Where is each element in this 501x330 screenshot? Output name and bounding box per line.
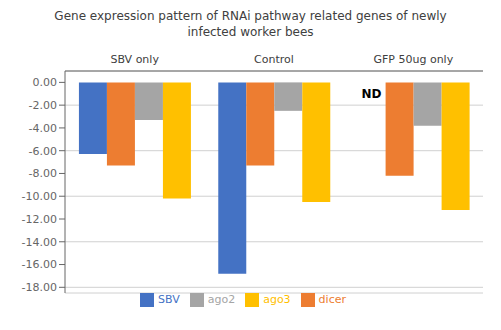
html-text:ago2: ago2	[207, 293, 236, 306]
svg-text:-10.00: -10.00	[22, 190, 57, 203]
svg-text:-12.00: -12.00	[22, 213, 57, 226]
svg-text:-18.00: -18.00	[22, 281, 57, 294]
html-text:ago3: ago3	[263, 293, 291, 306]
svg-text:-4.00: -4.00	[29, 122, 57, 135]
html-text:Gene expression pattern of RNA: Gene expression pattern of RNAi pathway …	[54, 9, 447, 39]
svg-text:Control: Control	[254, 53, 294, 66]
svg-text:-16.00: -16.00	[22, 258, 57, 271]
svg-text:0.00: 0.00	[33, 76, 58, 89]
svg-text:GFP 50ug only: GFP 50ug only	[373, 53, 453, 66]
html-text:dicer: dicer	[318, 293, 346, 306]
svg-text:-2.00: -2.00	[29, 99, 57, 112]
svg-text:-14.00: -14.00	[22, 236, 57, 249]
html-text:SBV: SBV	[158, 293, 180, 306]
svg-text:ND: ND	[362, 87, 382, 101]
svg-text:SBV only: SBV only	[110, 53, 159, 66]
svg-text:-6.00: -6.00	[29, 145, 57, 158]
svg-text:-8.00: -8.00	[29, 167, 57, 180]
